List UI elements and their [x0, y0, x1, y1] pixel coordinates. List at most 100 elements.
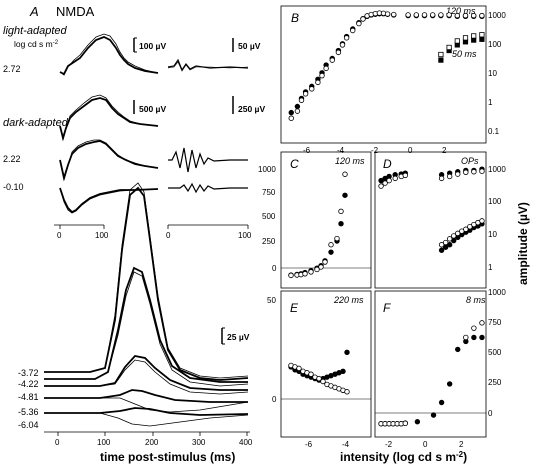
- light-adapted-label: light-adapted: [3, 25, 67, 37]
- panel-d-point: [438, 175, 445, 182]
- panel-f-point: [455, 346, 461, 353]
- f-ytick-0: 0: [488, 409, 493, 418]
- panel-b-point: [479, 36, 485, 42]
- panel-c-label: 120 ms: [335, 156, 365, 166]
- panel-b-point: [335, 49, 342, 56]
- panel-b-point: [438, 12, 444, 18]
- panel-c-point: [342, 171, 348, 177]
- panel-d-point: [446, 242, 453, 248]
- intensity-label-neg-6-04: -6.04: [18, 420, 39, 430]
- panel-b-point: [356, 20, 362, 27]
- panel-a: A NMDA light-adapted log cd s m-2 2.72 1…: [3, 4, 265, 464]
- panel-b-point: [430, 12, 436, 18]
- panel-d-point: [455, 230, 461, 237]
- d-ytick-1: 1: [488, 263, 493, 272]
- panel-b-point: [479, 32, 485, 38]
- panel-d-point: [378, 183, 384, 189]
- b-ytick-0-1: 0.1: [488, 127, 500, 136]
- intensity-label-neg-3-72: -3.72: [18, 368, 39, 378]
- panel-b-data: [288, 10, 485, 121]
- panel-e-point: [320, 378, 326, 385]
- b-xtick-neg6: -6: [303, 146, 311, 155]
- panel-d-frame: [374, 151, 487, 289]
- panel-b-point: [350, 27, 356, 34]
- panel-e-x-axis: -6 -4: [305, 440, 350, 449]
- panel-b-point: [405, 12, 411, 18]
- time-tick-0: 0: [55, 438, 60, 447]
- panel-e-data: [288, 349, 350, 395]
- panel-f-data: [378, 320, 485, 427]
- panel-b-point: [471, 37, 477, 43]
- b-ytick-1: 1: [488, 98, 493, 107]
- dark-adapted-waveform-3-thin: [59, 187, 159, 214]
- c-ytick-250: 250: [262, 237, 276, 246]
- panel-d-letter: D: [383, 157, 392, 171]
- time-axis-title: time post-stimulus (ms): [100, 450, 235, 464]
- panel-b-point: [471, 33, 477, 39]
- panel-f-point: [402, 420, 408, 427]
- f-xtick-2: 2: [459, 440, 464, 449]
- panel-d-point: [479, 168, 485, 174]
- f-xtick-neg2: -2: [385, 440, 393, 449]
- intensity-unit-label: log cd s m-2: [14, 39, 59, 49]
- time-tick-100: 100: [97, 438, 111, 447]
- f-ytick-750: 750: [488, 318, 502, 327]
- panel-b-label-120ms: 120 ms: [446, 6, 476, 16]
- inset-tick-left-100: 100: [95, 231, 109, 240]
- panel-e-point: [296, 365, 302, 372]
- scale-bar-100uv-label: 100 µV: [139, 41, 166, 51]
- panel-b-point: [446, 44, 452, 51]
- panel-e-frame: [280, 290, 372, 438]
- panel-f-frame: [374, 290, 487, 438]
- panel-b-frame: [280, 5, 487, 144]
- panel-b-point: [319, 72, 325, 79]
- b-wave-trace-4-thin: [44, 397, 249, 413]
- panel-b-point: [288, 115, 294, 121]
- e-xtick-neg6: -6: [305, 440, 313, 449]
- dark-adapted-waveform-1-thin: [59, 94, 159, 141]
- panel-b-point: [294, 108, 301, 114]
- panel-b-point: [438, 57, 444, 63]
- c-ytick-1000: 1000: [258, 165, 276, 174]
- panel-c-point: [302, 271, 308, 277]
- panel-c-data: [288, 171, 348, 279]
- panel-b-point: [438, 51, 444, 58]
- scale-bar-25uv-label: 25 µV: [227, 332, 250, 342]
- scale-bar-250uv-label: 250 µV: [238, 104, 265, 114]
- panel-f-point: [471, 325, 477, 331]
- d-ytick-100: 100: [488, 197, 502, 206]
- e-ytick-0: 0: [272, 395, 277, 404]
- panel-a-letter: A: [29, 4, 39, 19]
- panel-e-point: [316, 375, 322, 382]
- panel-d-point: [402, 172, 408, 179]
- panel-a-title: NMDA: [56, 4, 95, 19]
- amplitude-axis-title: amplitude (µV): [516, 202, 530, 285]
- panel-b-label-50ms: 50 ms: [452, 49, 477, 59]
- scale-bar-500uv-label: 500 µV: [139, 104, 166, 114]
- panel-f-point: [463, 334, 469, 341]
- panel-e-point: [340, 368, 346, 374]
- panel-c-point: [328, 242, 334, 248]
- e-ytick-50: 50: [267, 296, 276, 305]
- panel-d-data: [378, 166, 485, 253]
- panel-f-point: [414, 419, 421, 425]
- intensity-label-neg-4-81: -4.81: [18, 392, 39, 402]
- panel-d-point: [467, 224, 473, 230]
- panel-d-point: [479, 218, 485, 224]
- panel-b-point: [315, 79, 321, 86]
- b-wave-trace-3-thick: [44, 355, 248, 391]
- panel-d-point: [471, 169, 477, 175]
- panel-b-point: [479, 12, 485, 19]
- dark-adapted-waveform-2-thin: [59, 139, 159, 181]
- panel-b-point: [323, 65, 329, 72]
- panel-b-point: [413, 12, 419, 18]
- b-wave-trace-2-thin: [44, 271, 249, 387]
- panel-c-frame: [280, 151, 372, 289]
- f-ytick-1000: 1000: [488, 288, 506, 297]
- panel-f-point: [479, 320, 485, 326]
- panel-b-x-axis: -6 -4 -2 0 2: [303, 146, 447, 155]
- panel-b-point: [454, 12, 460, 19]
- panel-c-point: [318, 264, 324, 270]
